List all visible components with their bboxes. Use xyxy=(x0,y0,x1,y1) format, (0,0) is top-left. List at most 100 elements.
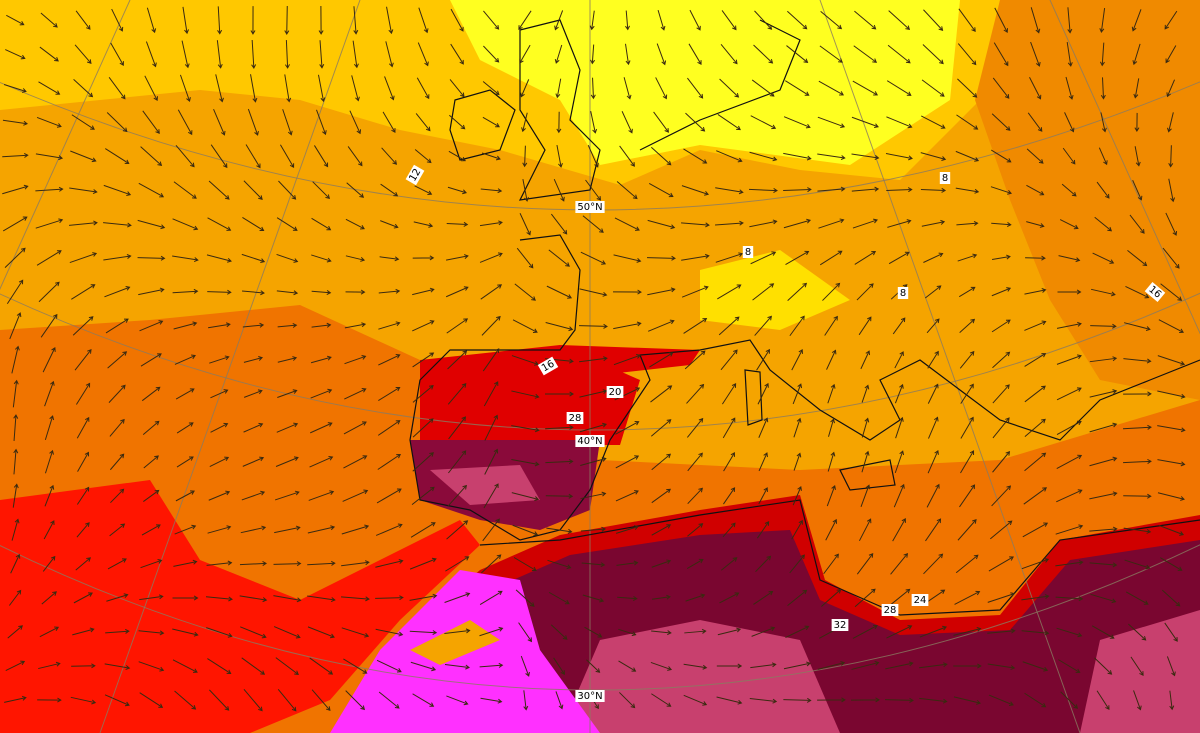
wind-arrow xyxy=(209,456,230,468)
wind-arrow xyxy=(987,592,1016,603)
wind-arrow xyxy=(511,492,540,501)
wind-arrow xyxy=(584,626,603,638)
wind-arrow xyxy=(444,592,471,603)
wind-arrow xyxy=(586,659,601,673)
wind-arrow xyxy=(40,313,58,338)
wind-arrow xyxy=(1058,659,1081,673)
wind-arrow xyxy=(72,316,94,336)
wind-arrow xyxy=(1122,424,1152,430)
wind-arrow xyxy=(103,222,132,228)
wind-arrow xyxy=(793,417,802,438)
wind-arrow xyxy=(377,420,401,436)
wind-arrow xyxy=(750,662,777,669)
wind-arrow xyxy=(4,247,26,269)
wind-arrow xyxy=(44,415,55,441)
wind-arrow xyxy=(546,527,573,534)
wind-arrow xyxy=(44,484,55,507)
wind-arrow xyxy=(143,455,159,469)
wind-arrow xyxy=(785,625,810,638)
wind-arrow xyxy=(11,345,20,374)
contour-label-text: 32 xyxy=(834,620,847,631)
wind-arrow xyxy=(448,150,466,162)
wind-arrow xyxy=(959,318,976,334)
wind-arrow xyxy=(919,662,948,669)
wind-arrow xyxy=(1169,690,1175,711)
wind-arrow xyxy=(483,483,499,509)
wind-arrow xyxy=(545,391,574,397)
wind-arrow xyxy=(522,179,529,202)
wind-arrow xyxy=(587,144,599,168)
wind-arrow xyxy=(70,696,97,705)
wind-arrow xyxy=(13,414,19,441)
wind-arrow xyxy=(415,113,431,132)
wind-arrow xyxy=(1133,690,1142,711)
wind-arrow xyxy=(861,384,870,403)
wind-arrow xyxy=(69,252,98,264)
wind-arrow xyxy=(40,12,58,28)
wind-arrow xyxy=(685,593,706,602)
wind-arrow xyxy=(243,422,264,433)
wind-arrow xyxy=(825,518,838,541)
wind-arrow xyxy=(1055,524,1084,535)
wind-arrow xyxy=(823,553,839,575)
wind-arrow xyxy=(75,10,91,30)
wind-arrow xyxy=(284,74,292,103)
wind-arrow xyxy=(341,560,370,567)
wind-arrow xyxy=(1096,181,1110,199)
wind-arrow xyxy=(619,145,635,167)
wind-arrow xyxy=(1157,425,1186,433)
wind-arrow xyxy=(579,389,608,398)
wind-arrow xyxy=(921,79,945,97)
wind-arrow xyxy=(206,560,233,566)
wind-arrow xyxy=(754,10,773,30)
wind-arrow xyxy=(619,692,636,709)
wind-arrow xyxy=(684,350,706,370)
wind-arrow xyxy=(686,417,704,438)
wind-arrow xyxy=(210,144,228,169)
wind-arrow xyxy=(991,222,1012,227)
wind-arrow xyxy=(750,115,777,130)
wind-arrow xyxy=(861,450,870,473)
wind-arrow xyxy=(959,484,976,508)
wind-arrow xyxy=(4,695,27,703)
wind-arrow xyxy=(1022,661,1049,672)
wind-arrow xyxy=(7,625,24,639)
wind-arrow xyxy=(111,8,124,32)
wind-arrow xyxy=(854,251,877,265)
wind-arrow xyxy=(1090,593,1117,604)
wind-arrow xyxy=(447,382,467,405)
wind-arrow xyxy=(992,351,1011,369)
wind-arrow xyxy=(69,187,98,195)
latitude-label: 30°N xyxy=(575,690,605,702)
wind-arrow xyxy=(174,690,197,710)
wind-arrow xyxy=(851,153,880,160)
wind-arrow xyxy=(1123,391,1152,397)
wind-arrow xyxy=(518,10,532,30)
wind-arrow xyxy=(1024,692,1047,708)
wind-arrow xyxy=(793,452,802,471)
wind-arrow xyxy=(953,696,982,705)
wind-arrow xyxy=(140,353,162,367)
wind-arrow xyxy=(1024,320,1047,331)
wind-arrow xyxy=(343,455,368,469)
wind-arrow xyxy=(1092,252,1115,264)
wind-arrow xyxy=(173,321,198,330)
wind-arrow xyxy=(412,255,435,261)
wind-arrow xyxy=(992,417,1010,439)
wind-arrow xyxy=(35,186,64,192)
wind-arrow xyxy=(483,45,500,63)
wind-arrow xyxy=(785,250,810,266)
contour-label-box xyxy=(566,412,584,424)
wind-arrow xyxy=(988,556,1014,572)
wind-arrow xyxy=(547,559,572,570)
wind-arrow xyxy=(76,522,90,538)
wind-arrow xyxy=(681,185,710,196)
wind-arrow xyxy=(684,628,707,634)
wind-arrow xyxy=(683,148,708,164)
wind-arrow xyxy=(623,77,632,100)
wind-arrow xyxy=(1134,112,1140,133)
wind-arrow xyxy=(414,149,432,164)
wind-arrow xyxy=(273,595,302,603)
wind-arrow xyxy=(683,663,708,670)
wind-arrow xyxy=(412,385,434,403)
